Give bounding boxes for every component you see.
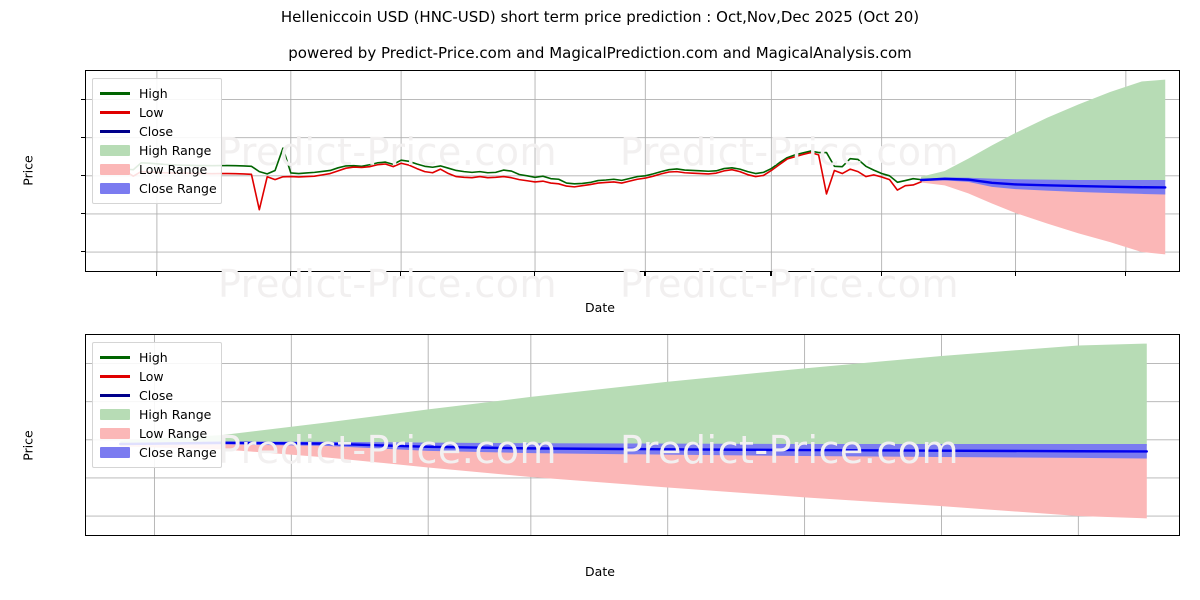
x-tick-mark xyxy=(644,272,646,276)
legend-swatch-low-range-icon xyxy=(100,428,130,439)
legend-item-high-range[interactable]: High Range xyxy=(100,141,213,160)
legend-item-low[interactable]: Low xyxy=(100,103,213,122)
bottom-chart-svg xyxy=(86,335,1179,535)
legend-swatch-close-range-icon xyxy=(100,183,130,194)
bottom-legend: High Low Close High Range Low Range Close Ran… xyxy=(92,342,222,468)
top-x-axis-label: Date xyxy=(585,300,615,315)
legend-item-close[interactable]: Close xyxy=(100,386,213,405)
legend-item-high-range[interactable]: High Range xyxy=(100,405,213,424)
top-plot-area xyxy=(85,70,1180,272)
x-tick-mark xyxy=(880,272,882,276)
legend-swatch-high-icon xyxy=(100,356,130,359)
legend-label: Low xyxy=(139,105,164,120)
legend-label: High Range xyxy=(139,143,212,158)
y-tick-mark xyxy=(81,136,85,138)
top-chart-panel: Price Predict-Price.com Predict-Price.co… xyxy=(20,70,1180,315)
legend-label: Close Range xyxy=(139,181,217,196)
y-tick-mark xyxy=(81,251,85,253)
legend-label: Close xyxy=(139,388,174,403)
top-chart-svg xyxy=(86,71,1179,271)
legend-label: High Range xyxy=(139,407,212,422)
legend-label: Low xyxy=(139,369,164,384)
top-legend: High Low Close High Range Low Range Close Ran… xyxy=(92,78,222,204)
legend-item-low-range[interactable]: Low Range xyxy=(100,424,213,443)
legend-item-high[interactable]: High xyxy=(100,348,213,367)
top-y-axis-label: Price xyxy=(20,155,36,186)
x-tick-mark xyxy=(1124,272,1127,276)
legend-swatch-high-icon xyxy=(100,92,130,95)
bottom-y-axis-label: Price xyxy=(20,430,36,461)
legend-label: Low Range xyxy=(139,426,208,441)
y-tick-mark xyxy=(81,98,85,100)
x-tick-mark xyxy=(770,272,772,276)
legend-swatch-high-range-icon xyxy=(100,145,130,156)
bottom-chart-panel: Price Predict-Price.com Predict-Price.co… xyxy=(0,320,1200,600)
legend-item-close[interactable]: Close xyxy=(100,122,213,141)
legend-swatch-low-range-icon xyxy=(100,164,130,175)
legend-swatch-low-icon xyxy=(100,111,130,114)
y-tick-mark xyxy=(81,212,85,215)
x-tick-mark xyxy=(289,272,291,276)
legend-label: High xyxy=(139,86,168,101)
legend-label: Low Range xyxy=(139,162,208,177)
legend-label: Close Range xyxy=(139,445,217,460)
legend-swatch-high-range-icon xyxy=(100,409,130,420)
legend-swatch-low-icon xyxy=(100,375,130,378)
page-title: Helleniccoin USD (HNC-USD) short term pr… xyxy=(280,8,920,26)
legend-item-low-range[interactable]: Low Range xyxy=(100,160,213,179)
legend-item-low[interactable]: Low xyxy=(100,367,213,386)
x-tick-mark xyxy=(534,272,536,276)
legend-swatch-close-icon xyxy=(100,130,130,133)
x-tick-mark xyxy=(400,272,402,276)
legend-item-high[interactable]: High xyxy=(100,84,213,103)
x-tick-mark xyxy=(1014,272,1016,276)
x-tick-mark xyxy=(155,272,158,276)
page-subtitle: powered by Predict-Price.com and Magical… xyxy=(288,44,912,62)
legend-swatch-close-range-icon xyxy=(100,447,130,458)
legend-label: Close xyxy=(139,124,174,139)
bottom-plot-area xyxy=(85,334,1180,536)
legend-item-close-range[interactable]: Close Range xyxy=(100,443,217,462)
y-tick-mark xyxy=(81,174,85,176)
legend-swatch-close-icon xyxy=(100,394,130,397)
bottom-x-axis-label: Date xyxy=(585,564,615,579)
legend-label: High xyxy=(139,350,168,365)
legend-item-close-range[interactable]: Close Range xyxy=(100,179,217,198)
